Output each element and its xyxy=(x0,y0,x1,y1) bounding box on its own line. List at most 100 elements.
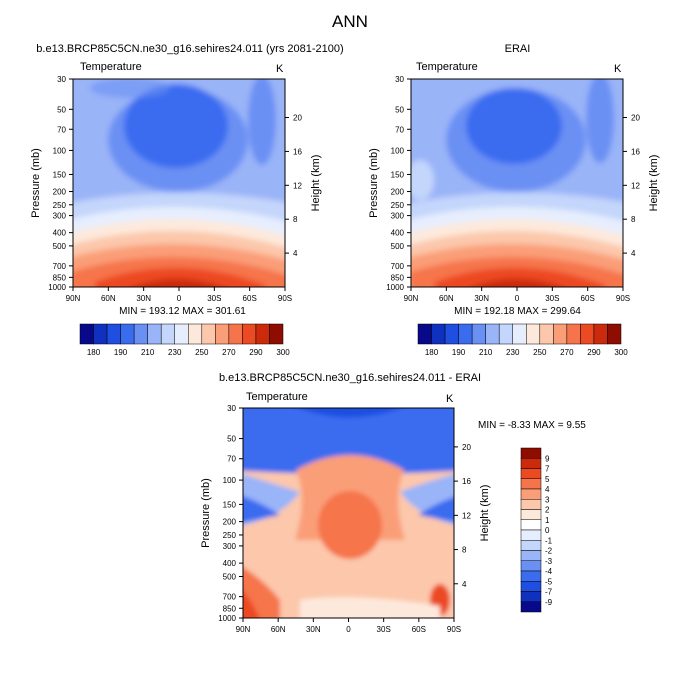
panel3-field xyxy=(243,408,454,618)
panel1-xtick-label: 30N xyxy=(136,294,151,303)
panel3-height-tick-label: 20 xyxy=(462,443,471,452)
panel2-ylabel-right: Height (km) xyxy=(648,155,660,212)
panel1-ytick-label: 400 xyxy=(53,229,67,238)
panel2-variable: Temperature xyxy=(416,61,478,73)
panel3-ytick-label: 150 xyxy=(223,500,237,509)
panel1-xtick-label: 30S xyxy=(207,294,221,303)
panel2-ytick-label: 150 xyxy=(391,170,405,179)
panel1-ylabel-right: Height (km) xyxy=(310,155,322,212)
panel3-ytick-label: 100 xyxy=(223,476,237,485)
panel2-height-tick-label: 8 xyxy=(631,215,636,224)
panel3-xtick-label: 60N xyxy=(271,625,286,634)
panel2-xtick-label: 60N xyxy=(439,294,454,303)
colorbar2-label: 230 xyxy=(506,348,520,357)
panel3-ytick-label: 500 xyxy=(223,572,237,581)
page-title: ANN xyxy=(332,12,368,31)
colorbar3-label: -1 xyxy=(545,536,553,545)
panel3-ytick-label: 300 xyxy=(223,542,237,551)
panel2-xtick-label: 0 xyxy=(515,294,520,303)
panel3-xtick-label: 90S xyxy=(447,625,461,634)
panel2-field xyxy=(411,79,623,287)
panel1-ytick-label: 1000 xyxy=(48,283,66,292)
panel2-ytick-label: 70 xyxy=(395,125,404,134)
panel2-ytick-label: 300 xyxy=(391,212,405,221)
colorbar1-label: 190 xyxy=(114,348,128,357)
panel1-field xyxy=(73,79,285,287)
panel1-ytick-label: 150 xyxy=(53,170,67,179)
panel2-ytick-label: 400 xyxy=(391,229,405,238)
panel3-variable: Temperature xyxy=(246,391,308,403)
colorbar3-label: 0 xyxy=(545,526,550,535)
panel2-ytick-label: 1000 xyxy=(386,283,404,292)
panel3-xtick-label: 30S xyxy=(377,625,391,634)
panel1-ytick-label: 850 xyxy=(53,273,67,282)
panel1-ytick-label: 500 xyxy=(53,242,67,251)
panel1-ytick-label: 100 xyxy=(53,146,67,155)
panel2-title: ERAI xyxy=(504,43,531,55)
panel2-ytick-label: 500 xyxy=(391,242,405,251)
panel3-ytick-label: 250 xyxy=(223,531,237,540)
panel1-height-tick-label: 4 xyxy=(293,249,298,258)
panel1-xtick-label: 90S xyxy=(278,294,292,303)
panel1-axes: 90N 60N 30N 0 30S 60S 90S 30 50 70 100 150 200 250 300… xyxy=(30,75,322,303)
colorbar1-label: 180 xyxy=(87,348,101,357)
panel1-xtick-label: 0 xyxy=(177,294,182,303)
colorbar3-label: -3 xyxy=(545,557,553,566)
panel3-height-tick-label: 8 xyxy=(462,546,467,555)
panel3-height-tick-label: 4 xyxy=(462,580,467,589)
panel2-ytick-label: 850 xyxy=(391,273,405,282)
panel3-ylabel-right: Height (km) xyxy=(479,485,491,542)
panel3-xtick-label: 30N xyxy=(306,625,321,634)
colorbar3-label: 7 xyxy=(545,465,550,474)
panel1-stats: MIN = 193.12 MAX = 301.61 xyxy=(119,306,246,317)
colorbar1-label: 230 xyxy=(168,348,182,357)
colorbar3-label: 3 xyxy=(545,495,550,504)
panel2-ytick-label: 50 xyxy=(395,105,404,114)
panel3-ylabel: Pressure (mb) xyxy=(200,478,212,548)
panel2-axes: 90N 60N 30N 0 30S 60S 90S 30 50 70 100 150 200 250 300… xyxy=(368,75,660,303)
panel2-height-tick-label: 16 xyxy=(631,147,640,156)
panel1-height-tick-label: 8 xyxy=(293,215,298,224)
panel2-xtick-label: 90N xyxy=(404,294,419,303)
colorbar3-label: -2 xyxy=(545,547,553,556)
colorbar1-label: 270 xyxy=(222,348,236,357)
panel1-ytick-label: 70 xyxy=(57,125,66,134)
colorbar2-label: 180 xyxy=(425,348,439,357)
colorbar2-swatch xyxy=(607,323,622,345)
colorbar3-label: 1 xyxy=(545,516,550,525)
panel3-stats: MIN = -8.33 MAX = 9.55 xyxy=(478,420,586,431)
panel2-ylabel: Pressure (mb) xyxy=(368,148,380,218)
panel1-ytick-label: 50 xyxy=(57,105,66,114)
colorbar3-label: 9 xyxy=(545,454,550,463)
colorbar3-label: -9 xyxy=(545,598,553,607)
panel3-axes: 90N 60N 30N 0 30S 60S 90S 30 50 70 100 150 200 250 300… xyxy=(200,404,491,634)
colorbar2-label: 270 xyxy=(560,348,574,357)
panel2-xtick-label: 90S xyxy=(616,294,630,303)
colorbar3-label: -7 xyxy=(545,588,553,597)
panel1-xtick-label: 60S xyxy=(243,294,257,303)
panel2-xtick-label: 30N xyxy=(474,294,489,303)
colorbar2-label: 210 xyxy=(479,348,493,357)
panel1-xtick-label: 60N xyxy=(101,294,116,303)
colorbar3-swatch xyxy=(520,601,542,613)
panel3-ytick-label: 70 xyxy=(227,455,236,464)
panel2-ytick-label: 250 xyxy=(391,201,405,210)
panel1-ylabel: Pressure (mb) xyxy=(30,148,42,218)
panel1-height-tick-label: 12 xyxy=(293,181,302,190)
panel3-ytick-label: 200 xyxy=(223,518,237,527)
panel2-xtick-label: 60S xyxy=(581,294,595,303)
colorbar1-label: 210 xyxy=(141,348,155,357)
panel3-xtick-label: 90N xyxy=(236,625,251,634)
colorbar1-label: 290 xyxy=(249,348,263,357)
panel1-variable: Temperature xyxy=(80,61,142,73)
colorbar1-label: 300 xyxy=(276,348,290,357)
panel1-title: b.e13.BRCP85C5CN.ne30_g16.sehires24.011 … xyxy=(36,43,344,55)
colorbar2-label: 190 xyxy=(452,348,466,357)
panel3-ytick-label: 30 xyxy=(227,404,236,413)
panel2-height-tick-label: 20 xyxy=(631,114,640,123)
panel1-ytick-label: 200 xyxy=(53,188,67,197)
colorbar3-label: 5 xyxy=(545,475,550,484)
